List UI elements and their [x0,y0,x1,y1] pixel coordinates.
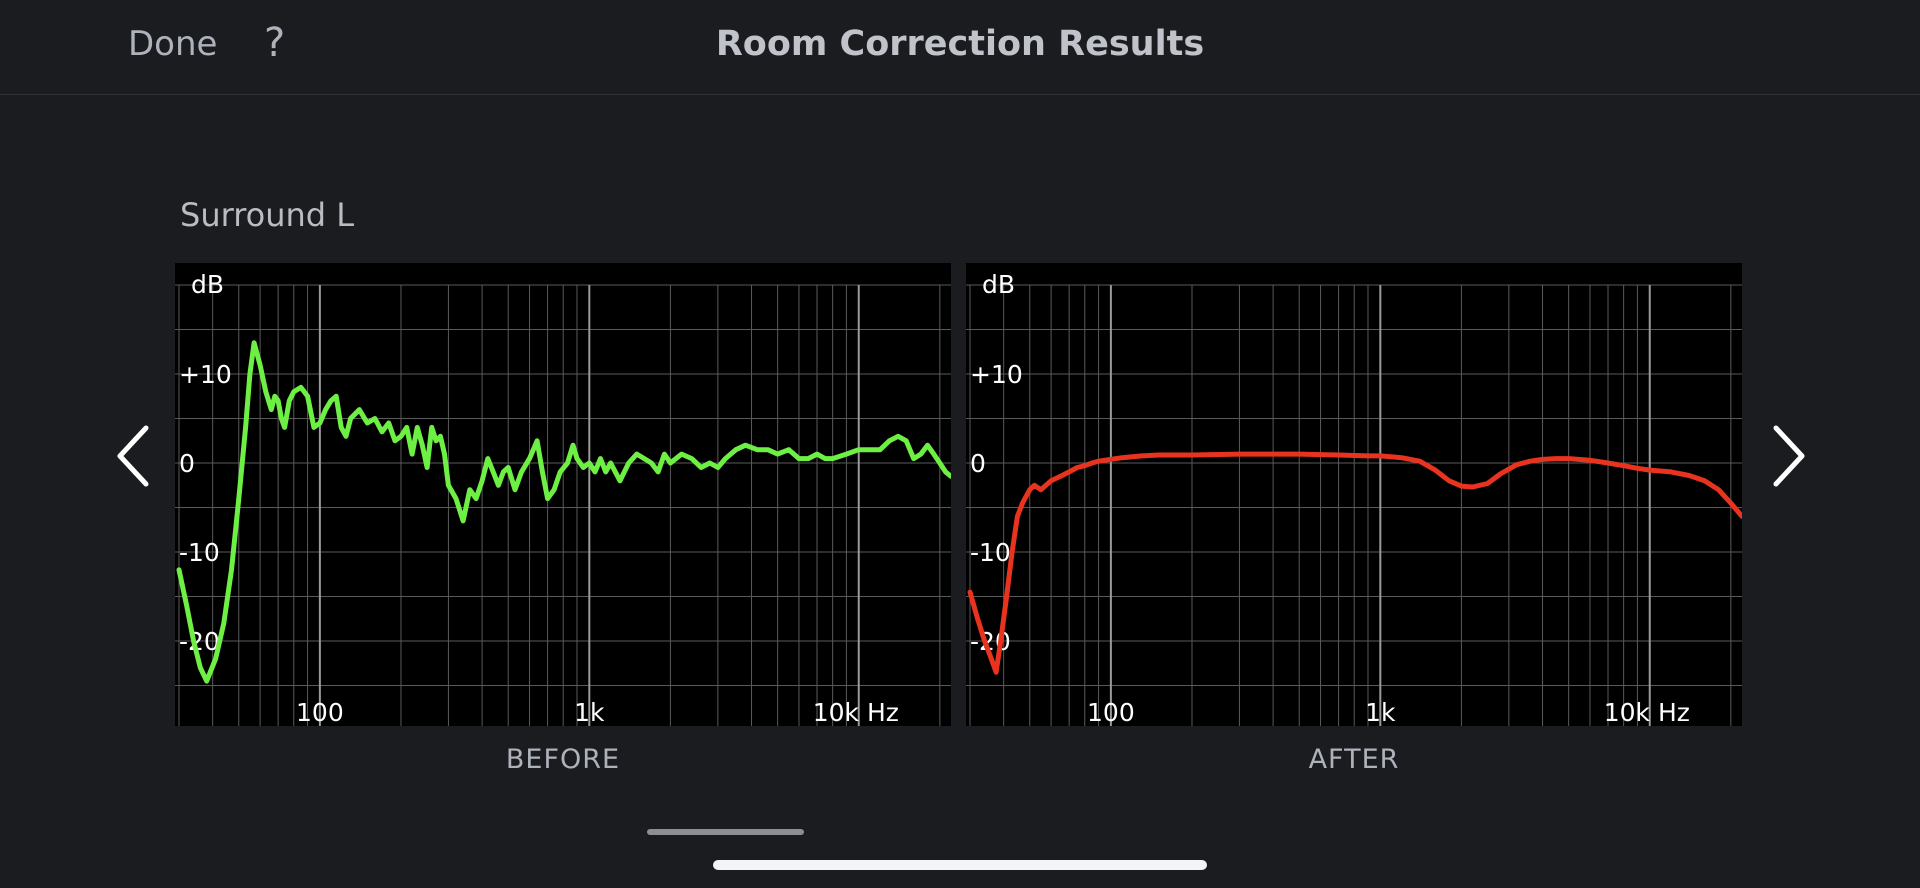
y-tick-label: -20 [179,627,220,656]
y-tick-label: +10 [970,360,1023,389]
x-tick-label: 100 [296,698,344,726]
page-title: Room Correction Results [715,24,1205,64]
y-tick-label: -10 [970,538,1011,567]
help-button[interactable]: ? [264,20,286,66]
after-caption: AFTER [1308,744,1400,775]
y-axis-label: dB [191,270,224,299]
previous-speaker-button[interactable] [114,420,154,492]
top-bar: Done ? Room Correction Results [0,0,1920,95]
y-tick-label: -10 [179,538,220,567]
x-tick-label: 1k [1365,698,1396,726]
chevron-right-icon [1773,425,1805,487]
chart-grid [175,284,951,726]
home-indicator [713,860,1207,870]
x-tick-label: 1k [574,698,605,726]
page-indicator [647,829,804,835]
after-chart: dB +10 0 -10 -20 100 1k 10k Hz [966,263,1742,726]
y-axis-label: dB [982,270,1015,299]
x-tick-label: 100 [1087,698,1135,726]
y-tick-label: 0 [970,449,986,478]
response-curve [176,340,951,684]
x-tick-label: 10k Hz [813,698,899,726]
chevron-left-icon [117,425,149,487]
y-tick-label: 0 [179,449,195,478]
x-tick-label: 10k Hz [1604,698,1690,726]
chart-svg: dB +10 0 -10 -20 100 1k 10k Hz [175,270,951,726]
y-tick-label: +10 [179,360,232,389]
before-caption: BEFORE [505,744,621,775]
done-button[interactable]: Done [128,24,218,64]
chart-grid [966,284,1742,726]
next-speaker-button[interactable] [1768,420,1808,492]
before-chart: dB +10 0 -10 -20 100 1k 10k Hz [175,263,951,726]
speaker-name: Surround L [180,196,355,234]
response-curve [967,451,1742,675]
